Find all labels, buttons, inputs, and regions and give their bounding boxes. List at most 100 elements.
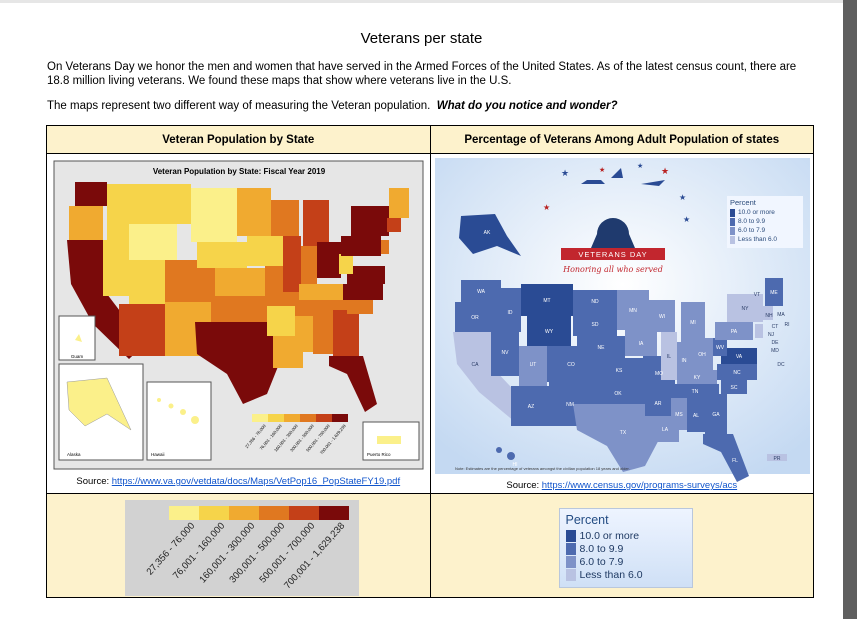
map1-state-ar [267, 306, 295, 336]
map2-state-label: WI [658, 314, 664, 320]
map1-state-ma [387, 218, 401, 232]
map2-state-label: SC [730, 385, 737, 391]
map1-state-wi [271, 200, 299, 236]
legend-swatch [565, 555, 576, 568]
map2-state-mi [680, 302, 705, 342]
legend-row: 8.0 to 9.9 [565, 542, 686, 555]
map1-state-al [313, 316, 333, 354]
map2-state-va [720, 348, 757, 364]
map1-state-ia [247, 236, 283, 266]
map1-states [67, 182, 409, 412]
question-bold: What do you notice and wonder? [436, 100, 618, 112]
map2-state-label: MD [771, 348, 779, 354]
legend-swatch [169, 506, 199, 520]
map2-state-label: RI [784, 322, 789, 328]
legend-range-label: 300,001 - 500,000 [227, 521, 287, 586]
veteran-population-map: Veteran Population by State: Fiscal Year… [53, 160, 424, 470]
map1-state-sd [191, 214, 237, 242]
mini-legend-swatch [284, 414, 300, 422]
map2-state-ma [760, 306, 773, 320]
map2-state-nj [754, 324, 763, 338]
col2-header: Percentage of Veterans Among Adult Popul… [429, 125, 814, 154]
veterans-day-banner [560, 248, 665, 260]
legend-range-label: 76,001 - 160,000 [171, 521, 227, 582]
legend-swatch [565, 542, 576, 555]
map2-state-label: PR [773, 456, 780, 462]
map1-state-in [301, 246, 317, 286]
map2-state-pa [714, 322, 753, 340]
window-top-border [0, 0, 843, 3]
map1-state-pa [341, 236, 381, 256]
map2-state-label: CT [771, 324, 778, 330]
map2-state-label: ND [591, 299, 599, 305]
jet-icon [610, 168, 623, 178]
map2-state-label: KS [615, 368, 622, 374]
map2-state-pr [766, 454, 787, 461]
map2-state-label: ID [507, 310, 512, 316]
map2-state-label: AL [692, 413, 698, 419]
map2-state-label: NY [741, 306, 749, 312]
map1-state-or [69, 206, 103, 240]
map1-cell: Veteran Population by State: Fiscal Year… [46, 153, 431, 494]
legend-row: Less than 6.0 [565, 568, 686, 581]
map2-state-label: VT [753, 292, 759, 298]
map2-state-label: WY [544, 329, 553, 335]
percent-legend: Percent 10.0 or more 8.0 to 9.9 6.0 to 7… [558, 508, 693, 588]
map1-state-nv [103, 240, 129, 296]
map1-source: Source: https://www.va.gov/vetdata/docs/… [76, 476, 401, 487]
question-paragraph: The maps represent two different way of … [47, 100, 817, 112]
map2-state-me [764, 278, 783, 306]
map1-inner-title: Veteran Population by State: Fiscal Year… [153, 167, 326, 176]
map2-state-ca [452, 332, 527, 422]
map2-state-label: OK [614, 391, 622, 397]
map2-state-label: NC [733, 370, 741, 376]
star-icon: ★ [561, 168, 569, 178]
legend-row: 6.0 to 7.9 [565, 555, 686, 568]
map2-state-label: NH [765, 313, 773, 319]
legend-swatch [319, 506, 349, 520]
mini-legend-swatch [316, 414, 332, 422]
map2-state-al [686, 398, 705, 432]
map2-source-link[interactable]: https://www.census.gov/programs-surveys/… [541, 480, 738, 491]
vertical-scrollbar[interactable] [843, 0, 857, 619]
map2-state-ak [458, 214, 521, 256]
map1-source-link[interactable]: https://www.va.gov/vetdata/docs/Maps/Vet… [111, 476, 401, 487]
map2-state-label: DE [771, 340, 779, 346]
map2-state-sd [572, 312, 617, 336]
map2-state-wv [712, 338, 727, 356]
map2-state-label: MI [690, 320, 696, 326]
map1-state-nc [343, 284, 383, 300]
legend-swatch [199, 506, 229, 520]
map1-state-ut [129, 260, 165, 304]
star-icon: ★ [637, 162, 643, 170]
map2-state-tx [572, 404, 663, 472]
map2-state-az [510, 386, 551, 426]
map2-state-label: TN [691, 389, 698, 395]
map1-state-ks [215, 268, 265, 296]
map2-state-sc [720, 380, 747, 394]
map1-pr-shape [377, 436, 401, 444]
tank-icon [580, 180, 605, 184]
map2-state-label: HI [512, 462, 517, 468]
map1-state-tx [195, 322, 283, 404]
map1-state-wv [339, 254, 353, 274]
map2-state-label: CO [567, 362, 575, 368]
map2-state-label: WA [477, 289, 486, 295]
star-icon: ★ [543, 203, 550, 212]
question-lead: The maps represent two different way of … [47, 100, 431, 112]
map1-hawaii-shape [157, 398, 161, 402]
star-icon: ★ [661, 166, 669, 176]
col1-header: Veteran Population by State [46, 125, 431, 154]
map2-state-label: OH [698, 352, 706, 358]
map2-state-label: PA [730, 329, 737, 335]
map1-state-wa [75, 182, 107, 206]
map1-state-wy [129, 224, 177, 260]
map1-state-oh [317, 242, 341, 278]
map2-state-label: DC [777, 362, 785, 368]
legend-swatch [565, 529, 576, 542]
map2-state-in [676, 342, 691, 378]
map2-state-label: NM [566, 402, 574, 408]
map2-state-hi [495, 447, 502, 453]
page-title: Veterans per state [360, 30, 483, 47]
